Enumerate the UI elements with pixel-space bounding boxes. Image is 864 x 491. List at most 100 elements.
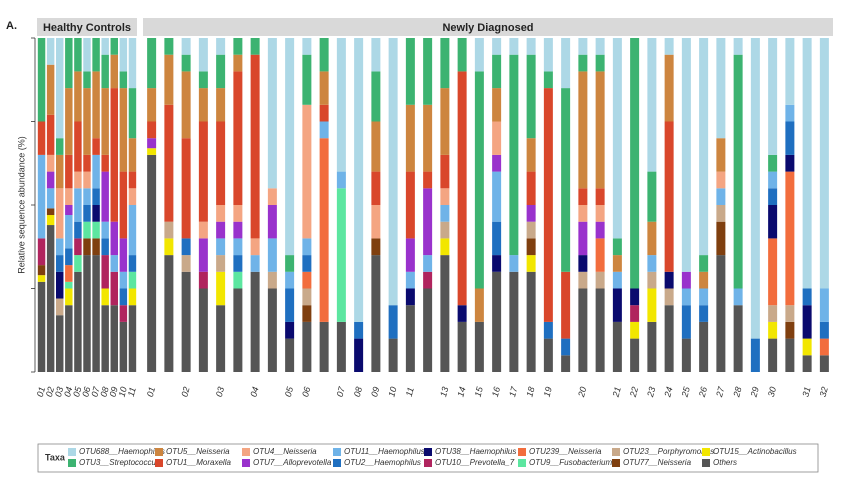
bar-segment [319, 38, 329, 72]
bar-segment [699, 305, 709, 322]
bar-segment [768, 205, 778, 239]
bar-segment [128, 205, 137, 256]
bar-segment [110, 38, 118, 55]
bar-segment [128, 305, 137, 372]
bar-segment [405, 305, 415, 372]
bar-segment [110, 255, 118, 272]
bar-segment [302, 288, 312, 306]
bar-segment [405, 271, 415, 289]
bar-segment [371, 121, 381, 172]
bar-segment [83, 38, 91, 72]
bar-segment [56, 238, 64, 256]
x-tick-label: 09 [369, 386, 381, 398]
x-tick-label: 29 [748, 386, 761, 399]
bar-segment [101, 171, 109, 222]
legend-label: OTU7__Alloprevotella [253, 458, 332, 467]
bar-segment [56, 298, 64, 316]
bar-segment [440, 38, 450, 89]
x-tick-label: 01 [35, 386, 47, 398]
bar-segment [56, 255, 64, 272]
bar-segment [440, 255, 450, 372]
bar-segment [526, 138, 536, 172]
bar-segment [526, 54, 536, 139]
legend-label: OTU688__Haemophilus [79, 447, 165, 456]
bar-segment [302, 305, 312, 322]
bar-segment [561, 338, 571, 356]
bar-segment [285, 288, 295, 322]
bar-segment [543, 321, 553, 339]
facet-title: Newly Diagnosed [442, 22, 533, 34]
bar-segment [83, 238, 91, 256]
x-tick-label: 26 [697, 386, 710, 399]
bar-segment [147, 138, 157, 149]
bar-segment [750, 38, 760, 339]
bar-segment [595, 205, 605, 222]
bar-segment [285, 38, 295, 256]
bar-segment [101, 238, 109, 256]
bar-segment [65, 248, 73, 266]
bar-segment [110, 54, 118, 89]
bar-segment [198, 221, 208, 239]
bar-segment [492, 221, 502, 256]
bar-segment [405, 104, 415, 172]
bar-segment [101, 38, 109, 55]
bar-segment [37, 154, 46, 239]
x-tick-label: 15 [473, 385, 486, 398]
bar-segment [198, 238, 208, 272]
bar-segment [595, 188, 605, 205]
bar-segment [319, 71, 329, 105]
bar-segment [819, 321, 829, 339]
bar-segment [233, 255, 243, 272]
bar-segment [647, 38, 657, 172]
bar-segment [119, 38, 128, 72]
bar-segment [267, 38, 277, 189]
bar-segment [285, 255, 295, 272]
bar-segment [457, 71, 467, 306]
x-tick-label: 02 [179, 386, 191, 398]
panel-label: A. [6, 20, 17, 32]
bar-segment [56, 271, 64, 299]
bar-segment [74, 171, 82, 189]
bar-segment [74, 271, 82, 372]
bar-segment [83, 71, 91, 89]
legend-swatch [424, 459, 432, 467]
x-tick-label: 08 [98, 386, 110, 398]
bar-segment [92, 138, 100, 155]
bar-segment [319, 121, 329, 139]
bar-segment [119, 271, 128, 289]
legend-swatch [702, 459, 710, 467]
bar-segment [164, 221, 174, 239]
bar-segment [561, 88, 571, 272]
x-tick-label: 13 [438, 386, 450, 398]
bar-segment [526, 171, 536, 205]
legend-swatch [612, 459, 620, 467]
bar-segment [216, 305, 226, 372]
x-tick-label: 22 [628, 386, 641, 399]
bar-segment [716, 205, 726, 222]
bar-segment [819, 338, 829, 356]
bar-segment [147, 154, 157, 372]
bar-segment [302, 271, 312, 289]
x-tick-label: 30 [766, 386, 778, 398]
bar-segment [474, 71, 484, 289]
x-tick-label: 25 [679, 385, 692, 399]
bar-segment [74, 255, 82, 272]
x-tick-label: 16 [490, 386, 502, 398]
legend-label: Others [713, 458, 737, 467]
facet-title: Healthy Controls [43, 22, 131, 34]
bar-segment [699, 288, 709, 306]
x-tick-label: 06 [300, 386, 312, 398]
bar-segment [578, 71, 588, 189]
bar-segment [561, 271, 571, 339]
bar-segment [37, 265, 46, 276]
bar-segment [750, 338, 760, 372]
bar-segment [768, 171, 778, 189]
legend-label: OTU1__Moraxella [166, 458, 231, 467]
bar-segment [119, 321, 128, 372]
bar-segment [302, 54, 312, 105]
bar-segment [65, 305, 73, 372]
bar-segment [595, 271, 605, 289]
bar-segment [83, 255, 91, 372]
bar-segment [181, 255, 191, 272]
bar-segment [509, 271, 519, 372]
